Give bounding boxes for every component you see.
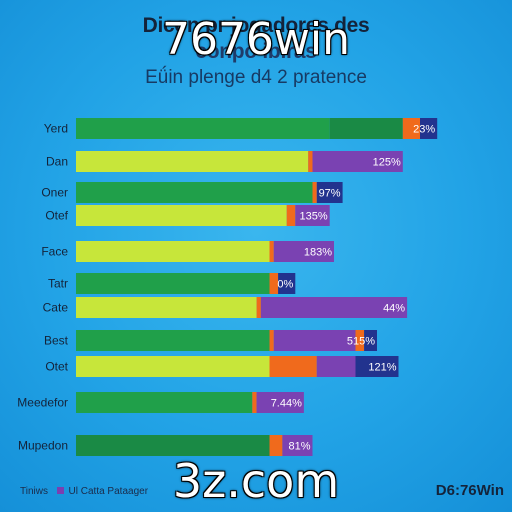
bar-segment — [269, 356, 317, 377]
bar-segment — [295, 205, 330, 226]
value-label: 183% — [304, 247, 332, 259]
bar-segment — [76, 392, 253, 413]
category-label: Dan — [46, 155, 68, 169]
watermark-top: 7676win — [161, 14, 351, 65]
category-label: Otef — [45, 209, 68, 223]
bar-segment — [329, 118, 403, 139]
value-label: 7.44% — [271, 398, 302, 410]
value-label: 515% — [347, 336, 375, 348]
footer-legend: Tiniws Ul Catta Pataager — [20, 486, 148, 497]
chart-title-line-1: Dicon pr jogadores des — [142, 14, 370, 37]
bar-segment — [286, 205, 296, 226]
category-label: Tatr — [48, 277, 68, 291]
bar-segment — [76, 118, 330, 139]
category-label: Cate — [43, 301, 69, 315]
bar-segment — [269, 273, 279, 294]
value-label: 121% — [368, 362, 396, 374]
footer-brand: D6:76Win — [435, 482, 504, 499]
value-label: 23% — [413, 124, 435, 136]
bar-segment — [282, 435, 313, 456]
category-label: Otet — [45, 360, 68, 374]
bar-segment — [76, 151, 309, 172]
category-label: Meedefor — [17, 396, 68, 410]
bar-segment — [269, 435, 283, 456]
bar-segment — [76, 435, 270, 456]
bar-segment — [269, 330, 274, 351]
bar-segment — [355, 330, 365, 351]
value-label: 97% — [319, 188, 341, 200]
category-label: Mupedon — [18, 439, 68, 453]
bar-segment — [76, 182, 313, 203]
chart-subtitle: Eǘin plenge d4 2 pratence — [145, 67, 367, 88]
bar-segment — [355, 356, 399, 377]
value-label: 125% — [373, 157, 401, 169]
bar-segment — [76, 205, 287, 226]
value-label: 81% — [288, 441, 310, 453]
bar-segment — [76, 330, 270, 351]
category-label: Best — [44, 334, 69, 348]
bar-segment — [269, 241, 274, 262]
bar-segment — [402, 118, 420, 139]
value-label: 135% — [300, 211, 328, 223]
footer-legend-item: Ul Catta Pataager — [68, 486, 149, 497]
bar-segment — [76, 273, 270, 294]
bar-segment — [76, 356, 270, 377]
bar-segment — [316, 356, 356, 377]
bar-segment — [308, 151, 313, 172]
category-label: Yerd — [44, 122, 68, 136]
value-label: 44% — [383, 303, 405, 315]
bar-segment — [256, 297, 261, 318]
bar-segment — [260, 297, 408, 318]
bar-segment — [312, 182, 317, 203]
value-label: 0% — [277, 279, 293, 291]
bar-segment — [76, 241, 270, 262]
bar-segment — [364, 330, 377, 351]
bar-segment — [316, 182, 343, 203]
bar-segment — [252, 392, 257, 413]
bar-segment — [76, 297, 257, 318]
chart-title-line-2: conpo ibiras — [195, 40, 317, 63]
bar-segment — [273, 330, 356, 351]
category-label: Oner — [41, 186, 68, 200]
bar-segment — [420, 118, 438, 139]
footer-legend-text: Tiniws — [20, 486, 48, 497]
bar-segment — [278, 273, 296, 294]
bar-segment — [273, 241, 334, 262]
category-label: Face — [41, 245, 68, 259]
bar-segment — [256, 392, 304, 413]
legend-swatch — [56, 487, 64, 494]
watermark-bottom: 3z.com — [172, 454, 340, 508]
bar-segment — [312, 151, 403, 172]
